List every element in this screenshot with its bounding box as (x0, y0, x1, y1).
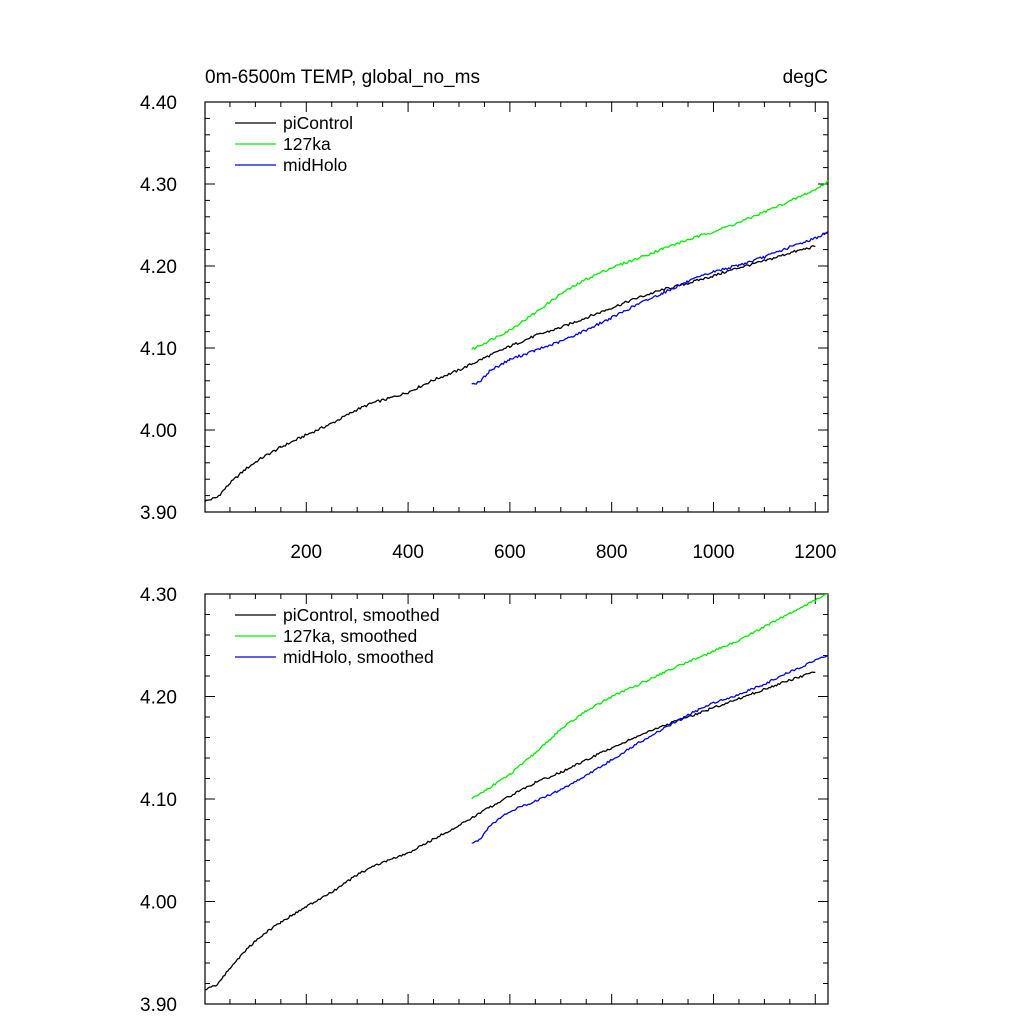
y-tick-label: 4.30 (140, 585, 177, 606)
legend-label: midHolo, smoothed (283, 647, 434, 667)
series-line-midHolo (471, 654, 829, 844)
y-tick-label: 3.90 (140, 503, 177, 524)
top-panel-units: degC (783, 67, 828, 88)
legend-label: 127ka, smoothed (283, 626, 417, 646)
x-tick-label: 400 (392, 542, 424, 563)
legend-label: piControl (283, 113, 353, 133)
x-tick-label: 1000 (692, 542, 734, 563)
y-tick-label: 4.30 (140, 175, 177, 196)
legend-label: piControl, smoothed (283, 605, 440, 625)
bottom-panel: 3.90 4.00 4.10 4.20 4.30 piControl, smoothed1… (140, 585, 829, 1016)
x-tick-label: 600 (494, 542, 526, 563)
legend-label: 127ka (283, 134, 331, 154)
y-tick-label: 4.10 (140, 339, 177, 360)
top-panel: 0m-6500m TEMP, global_no_ms degC 3.90 4.0… (140, 67, 836, 563)
y-tick-label: 4.20 (140, 257, 177, 278)
series-line-midHolo (471, 231, 829, 385)
y-tick-label: 4.20 (140, 688, 177, 709)
x-tick-label: 800 (596, 542, 628, 563)
series-line-piControl (205, 671, 816, 991)
series-line-127ka (471, 594, 829, 800)
series-line-piControl (205, 245, 816, 502)
x-tick-label: 200 (290, 542, 322, 563)
y-tick-label: 4.00 (140, 893, 177, 914)
y-tick-label: 4.00 (140, 421, 177, 442)
legend-label: midHolo (283, 155, 347, 175)
x-tick-label: 1200 (794, 542, 836, 563)
top-panel-title: 0m-6500m TEMP, global_no_ms (205, 67, 480, 88)
y-tick-label: 3.90 (140, 995, 177, 1016)
series-line-127ka (471, 180, 829, 350)
y-tick-label: 4.40 (140, 93, 177, 114)
plot-frame (204, 101, 829, 513)
y-tick-label: 4.10 (140, 790, 177, 811)
